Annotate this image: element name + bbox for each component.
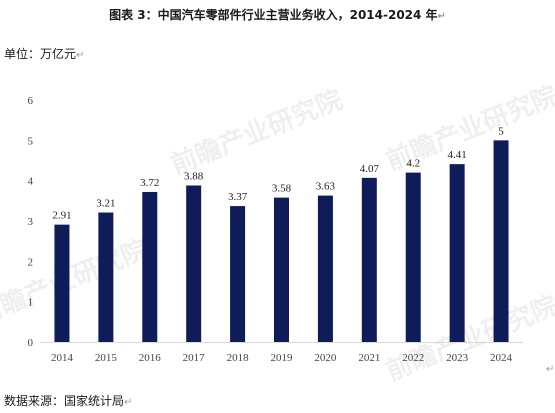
x-tick-label: 2017 [183, 352, 206, 364]
data-label: 3.63 [316, 181, 336, 193]
x-tick-label: 2018 [227, 352, 250, 364]
y-tick-label: 2 [28, 256, 34, 268]
data-label: 4.2 [406, 158, 420, 170]
data-label: 4.07 [360, 163, 380, 175]
x-tick-label: 2020 [314, 352, 337, 364]
paragraph-mark: ↵ [124, 397, 133, 408]
y-tick-label: 4 [28, 176, 34, 188]
bar [405, 172, 421, 342]
x-tick-label: 2015 [95, 352, 118, 364]
data-label: 2.91 [52, 210, 71, 222]
data-label: 3.58 [272, 183, 292, 195]
bar [274, 197, 289, 342]
y-tick-label: 5 [28, 135, 34, 147]
y-tick-label: 3 [28, 216, 34, 228]
data-label: 5 [498, 125, 504, 137]
y-tick-label: 1 [28, 297, 34, 309]
x-tick-label: 2022 [402, 352, 424, 364]
source-label: 数据来源：国家统计局↵ [4, 392, 132, 409]
paragraph-mark: ↵ [546, 364, 555, 375]
x-tick-label: 2024 [490, 352, 513, 364]
source-label-text: 数据来源：国家统计局 [4, 394, 125, 408]
x-tick-label: 2014 [51, 352, 74, 364]
data-label: 3.37 [228, 191, 248, 203]
paragraph-mark: ↵ [76, 50, 85, 61]
chart-title-text: 图表 3：中国汽车零部件行业主营业务收入，2014-2024 年 [109, 8, 438, 22]
bar [186, 185, 202, 342]
bar [142, 191, 158, 342]
x-tick-label: 2023 [446, 352, 469, 364]
y-tick-label: 0 [28, 337, 34, 349]
data-label: 3.21 [96, 198, 115, 210]
x-tick-label: 2016 [139, 352, 162, 364]
bar [361, 177, 377, 342]
bar [98, 212, 114, 342]
bar [449, 164, 465, 342]
x-tick-label: 2021 [358, 352, 380, 364]
data-label: 3.88 [184, 171, 204, 183]
chart-title: 图表 3：中国汽车零部件行业主营业务收入，2014-2024 年↵ [0, 6, 555, 23]
data-label: 4.41 [448, 149, 467, 161]
paragraph-mark: ↵ [437, 11, 446, 22]
unit-label: 单位：万亿元↵ [4, 45, 84, 62]
bar [493, 140, 509, 342]
x-tick-label: 2019 [271, 352, 294, 364]
y-tick-label: 6 [28, 95, 34, 107]
unit-label-text: 单位：万亿元 [4, 47, 77, 61]
bar [54, 224, 70, 342]
bar [230, 206, 246, 342]
data-label: 3.72 [140, 177, 159, 189]
bar [317, 195, 333, 342]
